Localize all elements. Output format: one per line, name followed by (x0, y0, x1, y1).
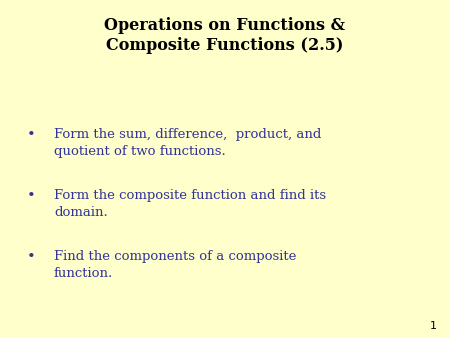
Text: •: • (27, 128, 36, 142)
Text: 1: 1 (429, 321, 436, 331)
Text: Find the components of a composite
function.: Find the components of a composite funct… (54, 250, 297, 280)
Text: Operations on Functions &
Composite Functions (2.5): Operations on Functions & Composite Func… (104, 17, 346, 54)
Text: Form the sum, difference,  product, and
quotient of two functions.: Form the sum, difference, product, and q… (54, 128, 321, 158)
Text: •: • (27, 189, 36, 203)
Text: Form the composite function and find its
domain.: Form the composite function and find its… (54, 189, 326, 219)
Text: •: • (27, 250, 36, 264)
